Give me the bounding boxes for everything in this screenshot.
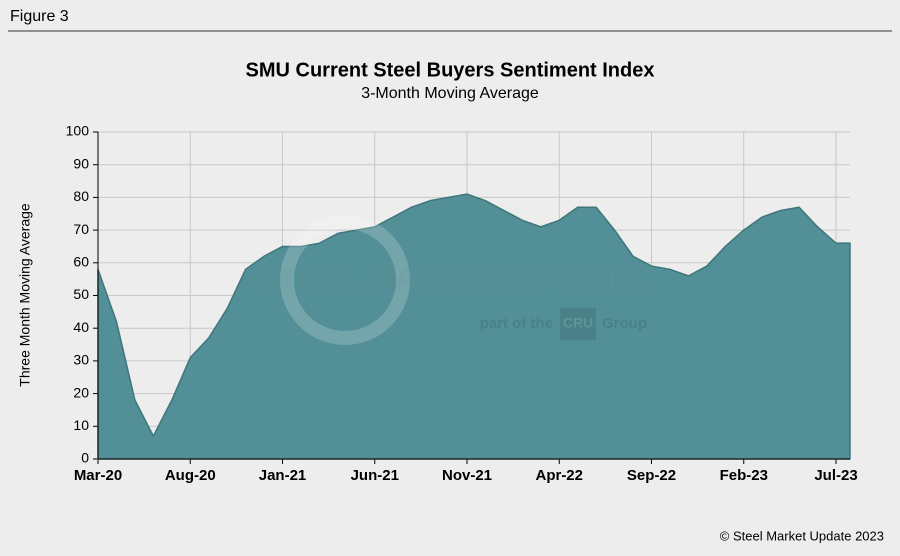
- x-tick-label: Jan-21: [259, 467, 307, 484]
- x-tick-label: Feb-23: [720, 467, 768, 484]
- y-tick-label: 50: [73, 286, 89, 302]
- x-tick-label: Jun-21: [351, 467, 399, 484]
- y-tick-label: 0: [81, 450, 89, 466]
- y-tick-label: 10: [73, 417, 89, 433]
- watermark-logo: CRU: [563, 315, 593, 331]
- y-tick-label: 60: [73, 254, 89, 270]
- y-axis-label: Three Month Moving Average: [17, 203, 33, 387]
- y-tick-label: 80: [73, 188, 89, 204]
- x-tick-label: Apr-22: [535, 467, 583, 484]
- x-tick-label: Jul-23: [814, 467, 857, 484]
- x-tick-label: Nov-21: [442, 467, 492, 484]
- y-tick-label: 90: [73, 155, 89, 171]
- watermark-brand: STEEL MARKET UPDATE: [257, 260, 643, 296]
- x-tick-label: Mar-20: [74, 467, 122, 484]
- y-tick-label: 20: [73, 384, 89, 400]
- watermark-tagline: Group: [602, 315, 647, 332]
- chart-title: SMU Current Steel Buyers Sentiment Index: [246, 59, 655, 81]
- watermark-logo-box: [560, 308, 596, 340]
- x-tick-label: Aug-20: [165, 467, 216, 484]
- x-tick-label: Sep-22: [627, 467, 676, 484]
- y-tick-label: 30: [73, 352, 89, 368]
- copyright: © Steel Market Update 2023: [720, 528, 884, 543]
- y-tick-label: 70: [73, 221, 89, 237]
- y-tick-label: 100: [66, 123, 90, 139]
- figure-label: Figure 3: [10, 8, 69, 25]
- watermark-tagline: part of the: [480, 315, 553, 332]
- area: [97, 193, 851, 460]
- y-tick-label: 40: [73, 319, 89, 335]
- chart-subtitle: 3-Month Moving Average: [361, 85, 539, 102]
- watermark-ring: [280, 215, 410, 345]
